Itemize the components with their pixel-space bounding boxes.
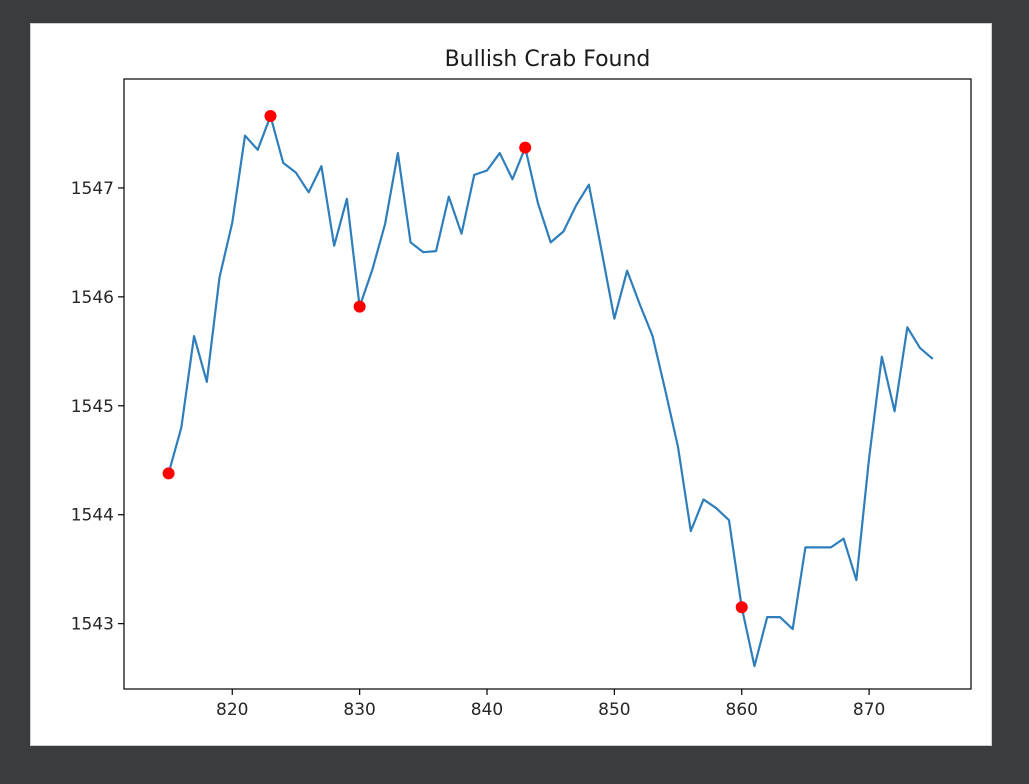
y-tick-label: 1546	[71, 288, 114, 308]
series-layer	[167, 114, 934, 668]
chart-title: Bullish Crab Found	[445, 47, 651, 72]
marker-layer	[162, 110, 748, 614]
pattern-point-marker	[353, 300, 366, 313]
y-axis: 1543 1544 1545 1546 1547	[71, 179, 124, 635]
chart-svg: Bullish Crab Found 820 830 840 850 860 870 15…	[71, 47, 972, 720]
x-axis: 820 830 840 850 860 870	[216, 689, 885, 720]
y-tick-label: 1544	[71, 506, 114, 526]
x-tick-label: 830	[343, 700, 375, 720]
x-tick-label: 860	[726, 700, 758, 720]
pattern-point-marker	[264, 110, 277, 123]
x-tick-label: 820	[216, 700, 248, 720]
x-tick-label: 870	[853, 700, 885, 720]
y-tick-label: 1547	[71, 179, 114, 199]
pattern-point-marker	[735, 601, 748, 614]
plot-area-frame	[123, 78, 972, 690]
pattern-point-marker	[519, 141, 532, 154]
pattern-point-marker	[162, 467, 175, 480]
y-tick-label: 1545	[71, 397, 114, 417]
chart-figure: Bullish Crab Found 820 830 840 850 860 870 15…	[30, 23, 992, 746]
x-tick-label: 850	[598, 700, 630, 720]
x-tick-label: 840	[471, 700, 503, 720]
y-tick-label: 1543	[71, 615, 114, 635]
price-line	[167, 114, 934, 668]
